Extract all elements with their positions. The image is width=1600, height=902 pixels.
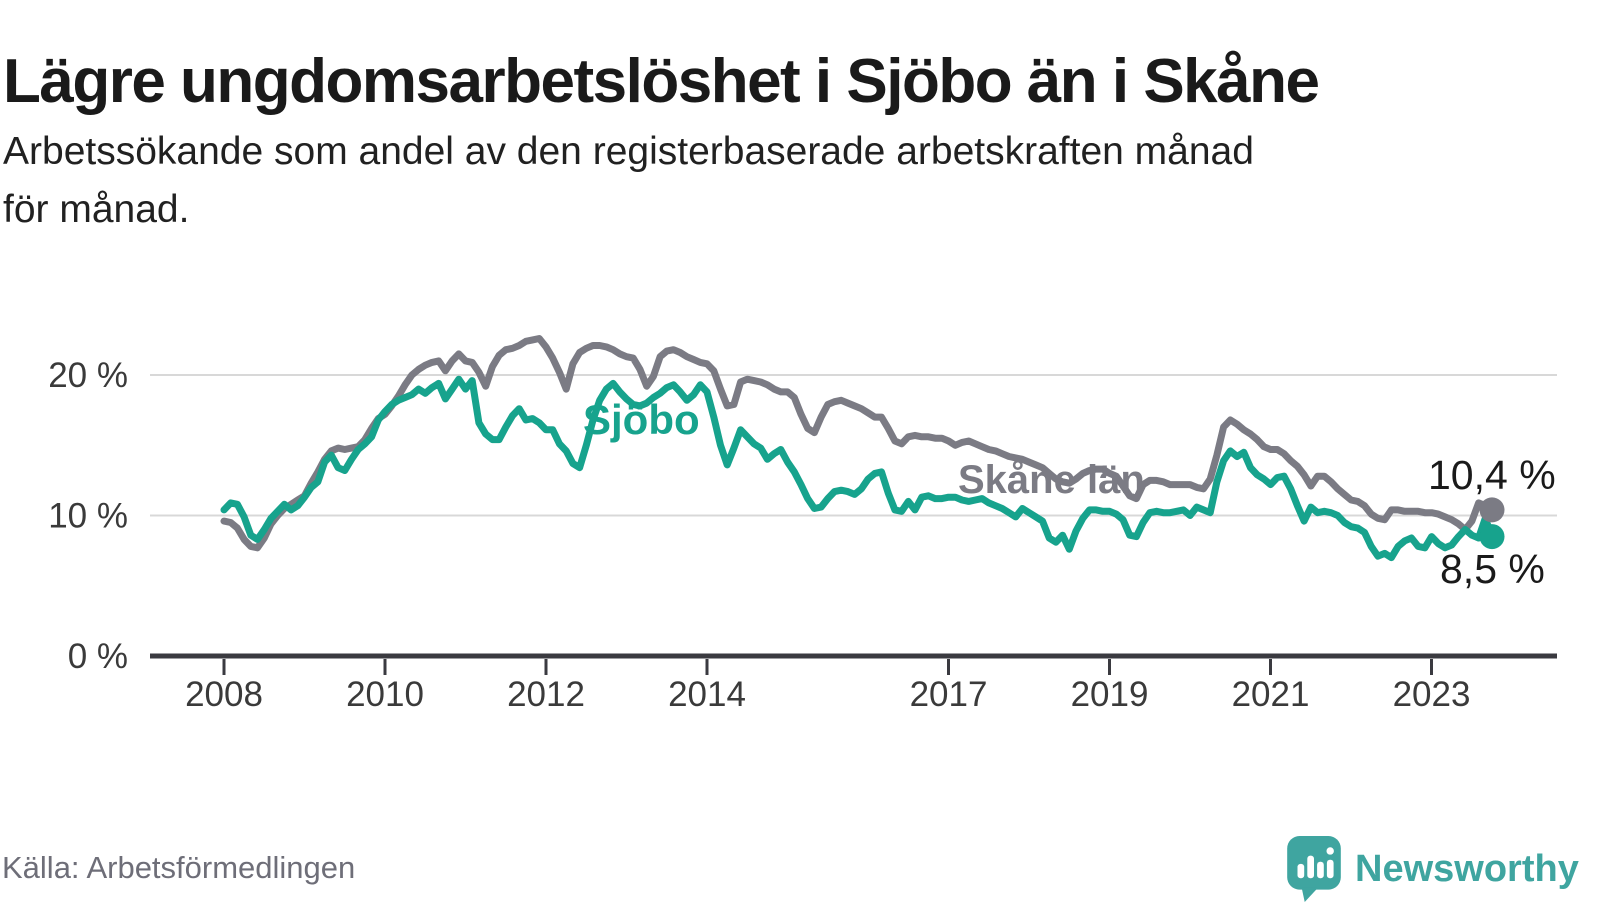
chart-subtitle-line-2: för månad. bbox=[3, 188, 190, 231]
end-value-label-sjobo: 8,5 % bbox=[1440, 546, 1545, 592]
x-axis-label: 2021 bbox=[1232, 675, 1310, 714]
series-label-skane-lan: Skåne län bbox=[958, 458, 1145, 502]
y-axis-label: 0 % bbox=[68, 637, 128, 676]
chart-subtitle-line-1: Arbetssökande som andel av den registerb… bbox=[3, 130, 1254, 173]
y-axis-label: 20 % bbox=[48, 356, 128, 395]
x-axis-label: 2012 bbox=[507, 675, 585, 714]
newsworthy-logo-icon bbox=[1287, 836, 1341, 902]
x-axis-label: 2014 bbox=[668, 675, 746, 714]
end-point-marker bbox=[1479, 497, 1505, 523]
y-axis-label: 10 % bbox=[48, 497, 128, 536]
line-chart-plot-area: 2008 2010 2012 2014 2017 2019 2021 2023 0 % 10 % 2… bbox=[48, 335, 1557, 714]
newsworthy-wordmark: Newsworthy bbox=[1355, 847, 1579, 890]
x-axis-label: 2017 bbox=[910, 675, 988, 714]
line-series-sj-bo bbox=[220, 375, 1496, 562]
line-series-sk-ne-l-n bbox=[220, 335, 1496, 552]
source-attribution: Källa: Arbetsförmedlingen bbox=[2, 850, 356, 885]
x-axis-label: 2008 bbox=[185, 675, 263, 714]
end-value-label-skane: 10,4 % bbox=[1428, 452, 1556, 498]
page-title: Lägre ungdomsarbetslöshet i Sjöbo än i S… bbox=[3, 46, 1320, 116]
x-axis-label: 2019 bbox=[1071, 675, 1149, 714]
x-axis-label: 2010 bbox=[346, 675, 424, 714]
series-label-sjobo: Sjöbo bbox=[583, 396, 700, 443]
x-axis-label: 2023 bbox=[1393, 675, 1471, 714]
newsworthy-brand: Newsworthy bbox=[1286, 836, 1579, 902]
end-point-marker bbox=[1479, 524, 1505, 550]
